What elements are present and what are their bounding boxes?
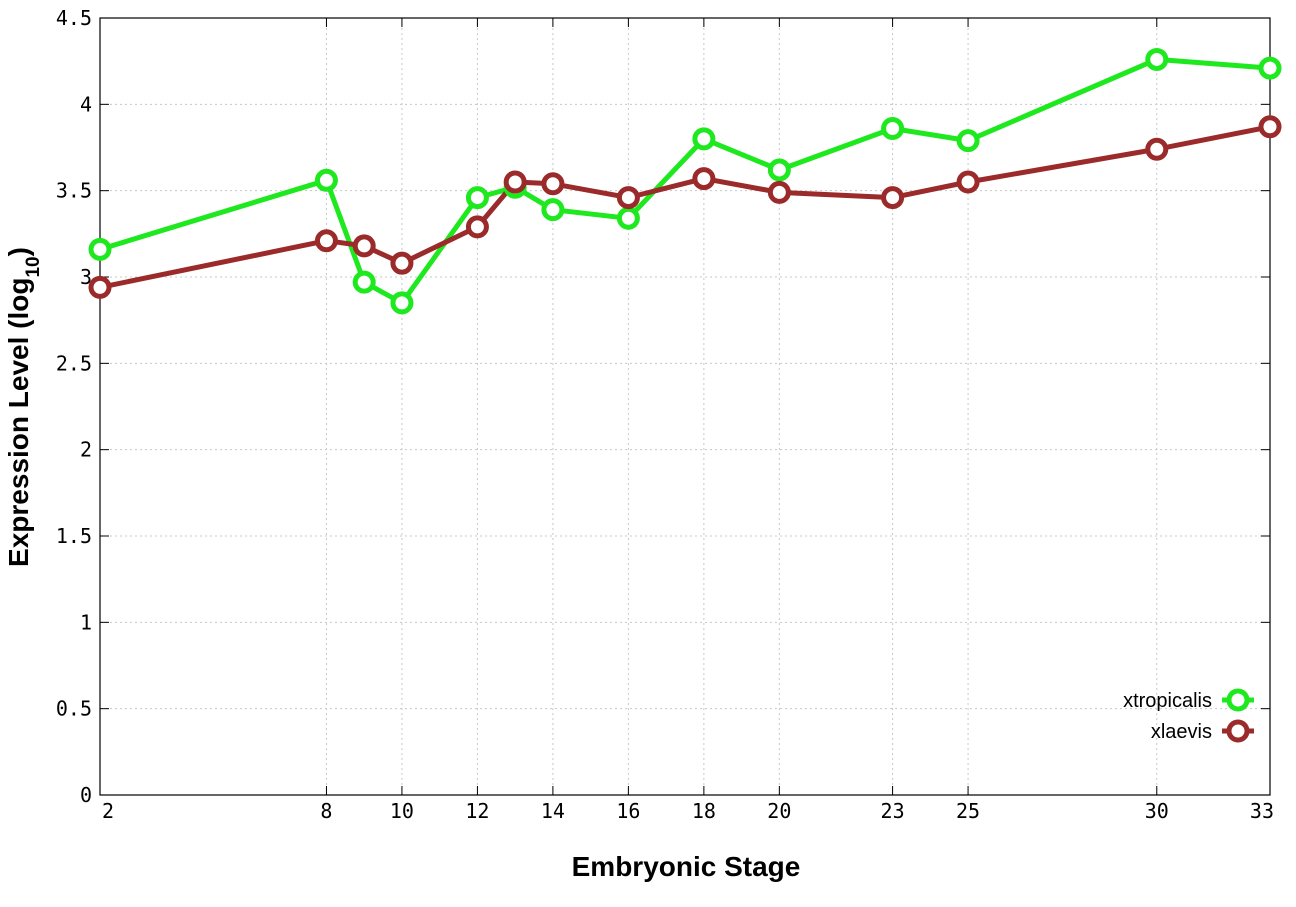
data-point-xtropicalis <box>767 158 791 182</box>
grid-lines <box>100 18 1270 795</box>
data-point-xtropicalis <box>314 168 338 192</box>
data-point-xlaevis <box>503 170 527 194</box>
y-tick-label: 3 <box>80 265 92 289</box>
data-point-xtropicalis <box>956 129 980 153</box>
data-point-xlaevis <box>692 167 716 191</box>
y-tick-label: 2 <box>80 438 92 462</box>
legend-label-xtropicalis: xtropicalis <box>1123 690 1212 712</box>
y-tick-label: 4.5 <box>56 6 92 30</box>
data-point-xlaevis <box>881 186 905 210</box>
y-tick-label: 0.5 <box>56 697 92 721</box>
data-point-xtropicalis <box>541 198 565 222</box>
axis-ticks: 0 0.5 1 1.5 2 2.5 3 3.5 4 4.5 2 8 10 12 14 16 18 20 23 25 30… <box>56 6 1274 823</box>
x-tick-label: 14 <box>541 799 565 823</box>
y-axis-title-close: ) <box>3 247 34 256</box>
y-axis-title-subscript: 10 <box>23 256 44 277</box>
data-point-xlaevis <box>352 234 376 258</box>
data-point-xtropicalis <box>390 291 414 315</box>
plot-frame <box>99 17 1271 796</box>
y-tick-label: 2.5 <box>56 351 92 375</box>
data-point-xlaevis <box>616 186 640 210</box>
y-tick-label: 3.5 <box>56 179 92 203</box>
x-tick-label: 18 <box>692 799 716 823</box>
data-point-xtropicalis <box>1145 47 1169 71</box>
legend-label-xlaevis: xlaevis <box>1151 721 1212 743</box>
y-tick-label: 1.5 <box>56 524 92 548</box>
data-point-xtropicalis <box>88 237 112 261</box>
data-point-xlaevis <box>541 172 565 196</box>
data-point-xlaevis <box>767 180 791 204</box>
series-line-xlaevis <box>99 124 1271 290</box>
legend: xtropicalis xlaevis <box>1123 688 1254 743</box>
y-tick-label: 1 <box>80 610 92 634</box>
data-point-xtropicalis <box>465 186 489 210</box>
x-tick-label: 33 <box>1250 799 1274 823</box>
x-tick-label: 12 <box>465 799 489 823</box>
x-tick-label: 25 <box>956 799 980 823</box>
y-tick-label: 4 <box>80 92 92 116</box>
data-point-xtropicalis <box>1258 56 1282 80</box>
data-point-xtropicalis <box>881 117 905 141</box>
data-point-xlaevis <box>88 275 112 299</box>
data-point-xlaevis <box>956 170 980 194</box>
legend-marker-xtropicalis <box>1226 688 1250 712</box>
data-point-xlaevis <box>465 215 489 239</box>
data-point-xtropicalis <box>692 127 716 151</box>
x-tick-label: 20 <box>767 799 791 823</box>
x-axis-title: Embryonic Stage <box>572 851 801 882</box>
data-point-xtropicalis <box>616 206 640 230</box>
data-point-xlaevis <box>390 251 414 275</box>
x-tick-label: 2 <box>102 799 114 823</box>
y-axis-title: Expression Level (log10) <box>3 247 44 567</box>
x-tick-label: 30 <box>1145 799 1169 823</box>
data-point-xtropicalis <box>352 270 376 294</box>
x-tick-label: 8 <box>320 799 332 823</box>
x-tick-label: 10 <box>390 799 414 823</box>
x-tick-label: 23 <box>881 799 905 823</box>
x-tick-label: 16 <box>616 799 640 823</box>
y-axis-title-main: Expression Level (log <box>3 278 34 567</box>
data-point-xlaevis <box>1258 115 1282 139</box>
data-point-xlaevis <box>314 229 338 253</box>
y-tick-label: 0 <box>80 783 92 807</box>
data-point-xlaevis <box>1145 137 1169 161</box>
series-layer <box>88 47 1282 315</box>
legend-marker-xlaevis <box>1226 719 1250 743</box>
